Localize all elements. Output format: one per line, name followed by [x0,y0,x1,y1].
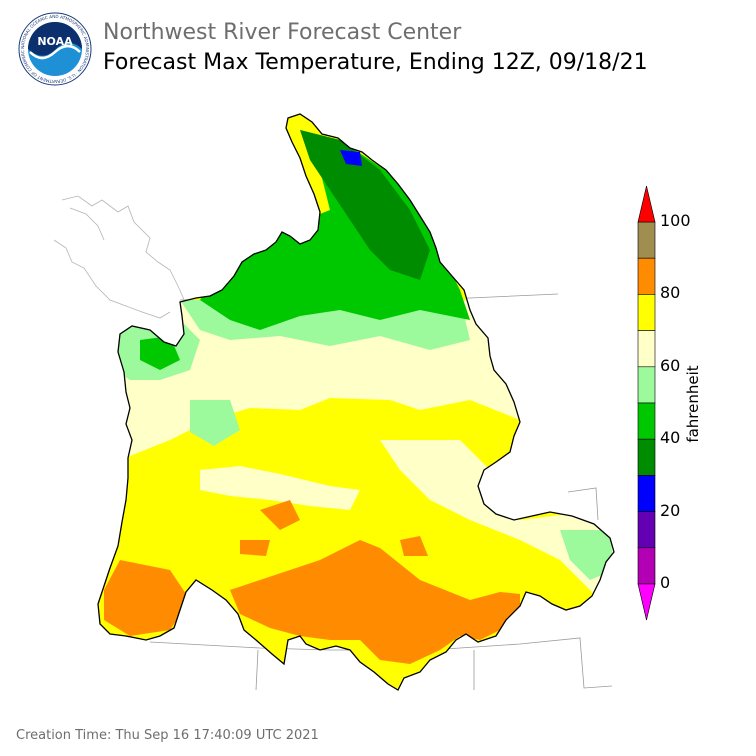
colorbar-tick-label: 60 [660,355,681,375]
logo-text: NOAA [37,35,73,48]
colorbar-tick-label: 20 [660,500,681,520]
map-title: Forecast Max Temperature, Ending 12Z, 09… [103,50,648,75]
colorbar-tick-label: 0 [660,573,671,592]
colorbar-tick-label: 40 [660,428,681,448]
colorbar-tick-label: 80 [660,283,681,303]
agency-subtitle: Northwest River Forecast Center [103,20,462,45]
colorbar-unit-label: fahrenheit [684,365,702,443]
creation-time: Creation Time: Thu Sep 16 17:40:09 UTC 2… [16,728,319,743]
colorbar-tick-label: 100 [660,211,691,230]
noaa-logo: NOAA NATIONAL OCEANIC AND ATMOSPHERIC AD… [18,12,92,86]
